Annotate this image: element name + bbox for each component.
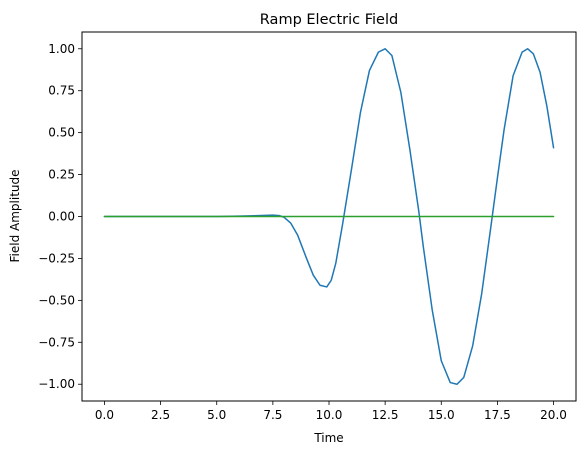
y-tick-label: 1.00 — [48, 42, 75, 56]
x-tick-label: 12.5 — [372, 408, 399, 422]
y-tick-label: −0.25 — [38, 251, 75, 265]
x-tick-label: 10.0 — [316, 408, 343, 422]
chart-title: Ramp Electric Field — [260, 12, 398, 28]
series-layer — [103, 48, 555, 385]
x-tick-label: 20.0 — [540, 408, 567, 422]
y-tick-label: 0.50 — [48, 126, 75, 140]
x-tick-label: 7.5 — [263, 408, 282, 422]
y-tick-label: 0.00 — [48, 210, 75, 224]
y-tick-label: 0.75 — [48, 84, 75, 98]
x-axis-label: Time — [313, 431, 343, 445]
x-tick-label: 15.0 — [428, 408, 455, 422]
y-tick-label: −1.00 — [38, 377, 75, 391]
x-tick-label: 5.0 — [207, 408, 226, 422]
series-line-1 — [103, 48, 555, 385]
y-axis-label: Field Amplitude — [8, 169, 22, 262]
y-tick-label: −0.75 — [38, 335, 75, 349]
y-ticks: 1.00 0.75 0.50 0.25 0.00 −0.25 −0.50 −0.75 −1.00 — [38, 42, 82, 391]
x-tick-label: 0.0 — [95, 408, 114, 422]
y-tick-label: 0.25 — [48, 168, 75, 182]
x-tick-label: 2.5 — [151, 408, 170, 422]
x-ticks: 0.0 2.5 5.0 7.5 10.0 12.5 15.0 17.5 20.0 — [95, 401, 567, 422]
x-tick-label: 17.5 — [484, 408, 511, 422]
y-tick-label: −0.50 — [38, 293, 75, 307]
